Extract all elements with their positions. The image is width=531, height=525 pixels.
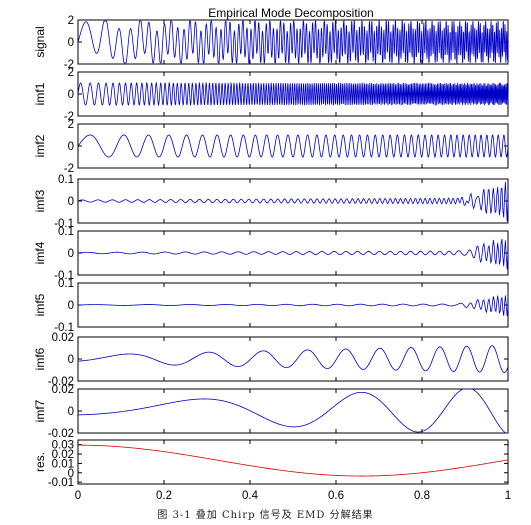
y-tick-label: 0.03 bbox=[52, 440, 74, 452]
y-axis-label: imf2 bbox=[33, 134, 47, 157]
y-tick-label: 0.02 bbox=[52, 332, 74, 344]
y-axis-label: imf6 bbox=[33, 347, 47, 370]
panel-imf3: 0.1 0 -0.1 imf3 bbox=[33, 174, 509, 230]
series-line-res bbox=[78, 444, 509, 477]
y-tick-label: -2 bbox=[64, 59, 74, 71]
series-line-imf6 bbox=[77, 345, 509, 374]
x-tick-label: 0.6 bbox=[328, 490, 344, 502]
y-tick-label: 0 bbox=[68, 196, 74, 208]
y-tick-label: 0 bbox=[68, 89, 74, 101]
series-line-imf1 bbox=[77, 81, 509, 107]
y-tick-label: -2 bbox=[64, 111, 74, 123]
y-tick-label: 2 bbox=[68, 119, 74, 131]
y-tick-label: 0.1 bbox=[58, 226, 74, 238]
x-tick-label: 0.8 bbox=[414, 490, 430, 502]
y-tick-label: 2 bbox=[68, 15, 74, 27]
panel-imf2: 2 0 -2 imf2 bbox=[33, 119, 509, 175]
y-tick-label: 0 bbox=[68, 37, 74, 49]
y-tick-label: 0.01 bbox=[52, 458, 74, 470]
y-tick-label: 0 bbox=[68, 406, 74, 418]
series-line-imf3 bbox=[77, 182, 509, 222]
y-tick-label: -0.02 bbox=[48, 428, 74, 440]
panel-imf4: 0.1 0 -0.1 imf4 bbox=[33, 226, 509, 282]
axes-frame bbox=[77, 336, 509, 382]
y-axis-label: imf4 bbox=[33, 241, 47, 264]
y-tick-label: -0.02 bbox=[48, 376, 74, 388]
y-axis-label: imf5 bbox=[33, 293, 47, 316]
x-tick-label: 0 bbox=[75, 490, 81, 502]
y-tick-label: -0.1 bbox=[54, 322, 74, 334]
y-tick-label: -2 bbox=[64, 163, 74, 175]
y-tick-label: -0.1 bbox=[54, 270, 74, 282]
x-tick-label: 1 bbox=[505, 490, 511, 502]
y-tick-label: 0 bbox=[68, 354, 74, 366]
x-tick-label: 0.4 bbox=[242, 490, 259, 502]
y-tick-label: 0 bbox=[68, 468, 74, 480]
panels: 20-2signal20-2imf120-2imf20.10-0.1imf30.… bbox=[33, 15, 511, 502]
y-tick-label: 0 bbox=[68, 248, 74, 260]
y-tick-label: 0 bbox=[68, 300, 74, 312]
chart-title: Empirical Mode Decomposition bbox=[208, 6, 373, 20]
series-line-imf2 bbox=[77, 134, 509, 158]
y-tick-label: 0.1 bbox=[58, 174, 74, 186]
series-line-imf7 bbox=[77, 388, 508, 434]
y-tick-label: -0.1 bbox=[54, 218, 74, 230]
y-axis-label: res. bbox=[33, 452, 47, 472]
y-axis-label: signal bbox=[33, 26, 47, 57]
y-axis-label: imf1 bbox=[33, 82, 47, 105]
x-tick-label: 0.2 bbox=[156, 490, 172, 502]
series-line-imf5 bbox=[77, 295, 509, 317]
y-tick-label: 2 bbox=[68, 67, 74, 79]
axes-frame bbox=[77, 439, 509, 485]
panel-signal: 2 0 -2 signal bbox=[33, 15, 509, 71]
y-axis-label: imf7 bbox=[33, 399, 47, 422]
y-tick-label: 0 bbox=[68, 141, 74, 153]
figure-caption: 图 3-1 叠加 Chirp 信号及 EMD 分解结果 bbox=[157, 510, 374, 521]
series-line-imf4 bbox=[77, 238, 509, 270]
panel-imf1: 2 0 -2 imf1 bbox=[33, 67, 509, 123]
series-line-signal bbox=[77, 19, 509, 65]
y-tick-label: 0.02 bbox=[52, 449, 74, 461]
y-axis-label: imf3 bbox=[33, 189, 47, 212]
panel-imf5: 0.1 0 -0.1 imf5 bbox=[33, 278, 509, 334]
y-tick-label: -0.01 bbox=[48, 477, 74, 489]
y-tick-label: 0.02 bbox=[52, 384, 74, 396]
y-tick-label: 0.1 bbox=[58, 278, 74, 290]
